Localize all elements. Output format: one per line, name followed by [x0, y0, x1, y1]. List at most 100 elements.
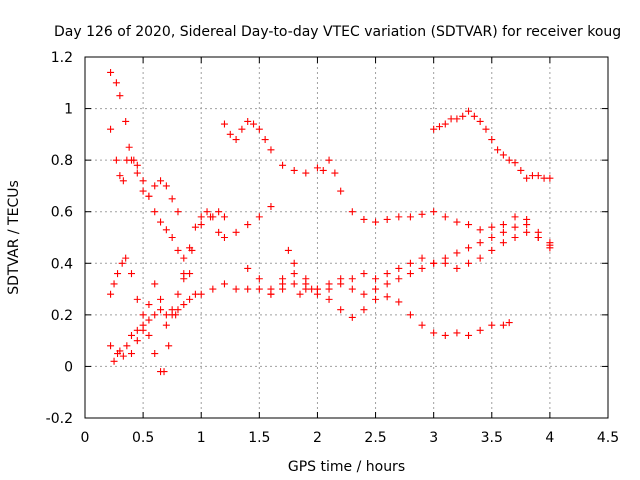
data-point [406, 311, 414, 319]
data-point [133, 161, 141, 169]
data-point [418, 210, 426, 218]
data-point [308, 285, 316, 293]
data-point [157, 306, 165, 314]
data-point [406, 270, 414, 278]
data-point [168, 234, 176, 241]
data-point [290, 270, 298, 278]
data-point [232, 136, 240, 144]
data-point [476, 117, 484, 125]
data-point [546, 174, 554, 182]
data-point [395, 275, 403, 283]
data-point [441, 213, 449, 221]
data-point [430, 208, 438, 216]
data-point [441, 254, 449, 262]
data-point [244, 117, 252, 125]
x-tick-label: 3.5 [481, 430, 503, 446]
data-point [151, 208, 159, 216]
data-point [499, 321, 507, 329]
series-track-1 [107, 68, 194, 278]
data-point [174, 290, 182, 298]
data-point [430, 329, 438, 337]
data-point [157, 295, 165, 303]
data-point [290, 166, 298, 174]
data-point [465, 244, 473, 252]
data-point [470, 112, 478, 120]
data-point [157, 218, 165, 226]
data-point [441, 331, 449, 339]
data-point [157, 177, 165, 185]
data-point [418, 264, 426, 272]
series-track-7 [244, 259, 513, 339]
data-point [499, 221, 507, 229]
data-point [125, 143, 133, 151]
data-point [325, 285, 333, 293]
data-point [476, 254, 484, 262]
data-point [244, 264, 252, 272]
data-point [174, 306, 182, 314]
data-point [107, 125, 115, 133]
data-point [119, 352, 127, 360]
data-point [116, 347, 124, 355]
data-point [499, 228, 507, 236]
data-point [112, 79, 120, 87]
data-point [488, 246, 496, 254]
data-point [123, 342, 131, 350]
data-point [488, 223, 496, 231]
data-point [348, 275, 356, 283]
x-tick-label: 2.5 [364, 430, 386, 446]
data-point [151, 350, 159, 358]
data-point [453, 249, 461, 257]
series-track-6 [220, 117, 554, 252]
data-point [127, 350, 135, 358]
data-point [107, 68, 115, 76]
data-point [114, 270, 122, 278]
series-track-3 [107, 208, 228, 376]
data-point [133, 337, 141, 345]
data-point [482, 125, 490, 133]
data-point [255, 125, 263, 133]
x-tick-label: 3 [429, 430, 438, 446]
data-point [383, 270, 391, 278]
data-point [162, 311, 170, 319]
data-point [220, 120, 228, 128]
data-point [139, 177, 147, 185]
data-point [209, 285, 217, 293]
x-tick-label: 0 [81, 430, 90, 446]
data-point [523, 221, 531, 229]
data-point [162, 321, 170, 329]
grid [85, 57, 608, 418]
data-point [488, 136, 496, 144]
data-point [145, 316, 153, 324]
data-point [505, 319, 513, 327]
data-point [360, 270, 368, 278]
data-point [383, 215, 391, 223]
data-point [372, 275, 380, 283]
data-point [534, 234, 542, 241]
data-point [160, 368, 168, 376]
data-point [505, 156, 513, 164]
data-point [215, 208, 223, 216]
data-point [220, 213, 228, 221]
data-point [360, 306, 368, 314]
data-point [465, 221, 473, 229]
data-point [465, 331, 473, 339]
data-point [116, 172, 124, 180]
data-point [511, 223, 519, 231]
data-point [145, 331, 153, 339]
data-point [348, 208, 356, 216]
data-point [511, 213, 519, 221]
data-point [209, 213, 217, 221]
data-point [331, 169, 339, 177]
y-tick-label: 1.2 [51, 50, 73, 66]
data-point [465, 259, 473, 267]
data-point [453, 115, 461, 123]
data-point [372, 295, 380, 303]
data-point [395, 298, 403, 306]
data-point [395, 213, 403, 221]
data-point [151, 280, 159, 288]
data-point [197, 213, 205, 221]
data-point [168, 195, 176, 203]
y-tick-label: 1 [64, 102, 73, 118]
x-tick-label: 2 [313, 430, 322, 446]
